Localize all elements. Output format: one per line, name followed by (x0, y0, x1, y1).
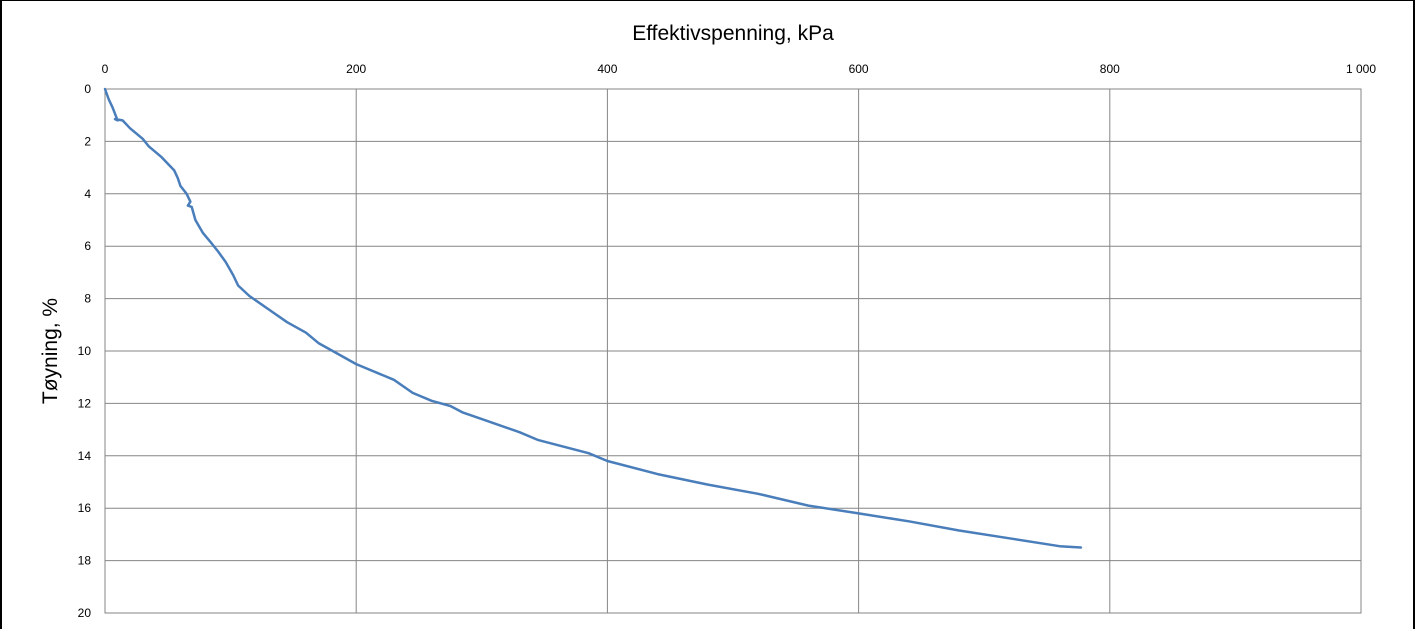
x-axis-title: Effektivspenning, kPa (632, 22, 834, 45)
series-line (103, 87, 1083, 549)
y-tick-label: 4 (84, 187, 91, 201)
x-tick-label: 200 (346, 62, 366, 76)
y-tick-label: 16 (78, 501, 92, 515)
y-tick-label: 14 (78, 449, 92, 463)
x-tick-label: 600 (849, 62, 869, 76)
y-tick-label: 8 (84, 292, 91, 306)
x-tick-label: 400 (597, 62, 617, 76)
grid-lines (104, 88, 1362, 614)
x-tick-labels: 0 200 400 600 800 1 000 (102, 62, 1377, 76)
y-tick-label: 0 (84, 82, 91, 96)
y-tick-label: 6 (84, 239, 91, 253)
x-tick-label: 1 000 (1346, 62, 1376, 76)
y-tick-label: 10 (78, 344, 92, 358)
x-tick-label: 0 (102, 62, 109, 76)
y-tick-label: 18 (78, 554, 92, 568)
y-tick-label: 12 (78, 396, 92, 410)
x-tick-label: 800 (1100, 62, 1120, 76)
series-group (103, 87, 1083, 549)
y-tick-label: 2 (84, 134, 91, 148)
plot-area-border (104, 88, 1362, 614)
y-tick-labels: 0 2 4 6 8 10 12 14 16 18 20 (78, 82, 92, 620)
y-axis-title: Tøyning, % (39, 298, 62, 404)
y-tick-label: 20 (78, 606, 92, 620)
